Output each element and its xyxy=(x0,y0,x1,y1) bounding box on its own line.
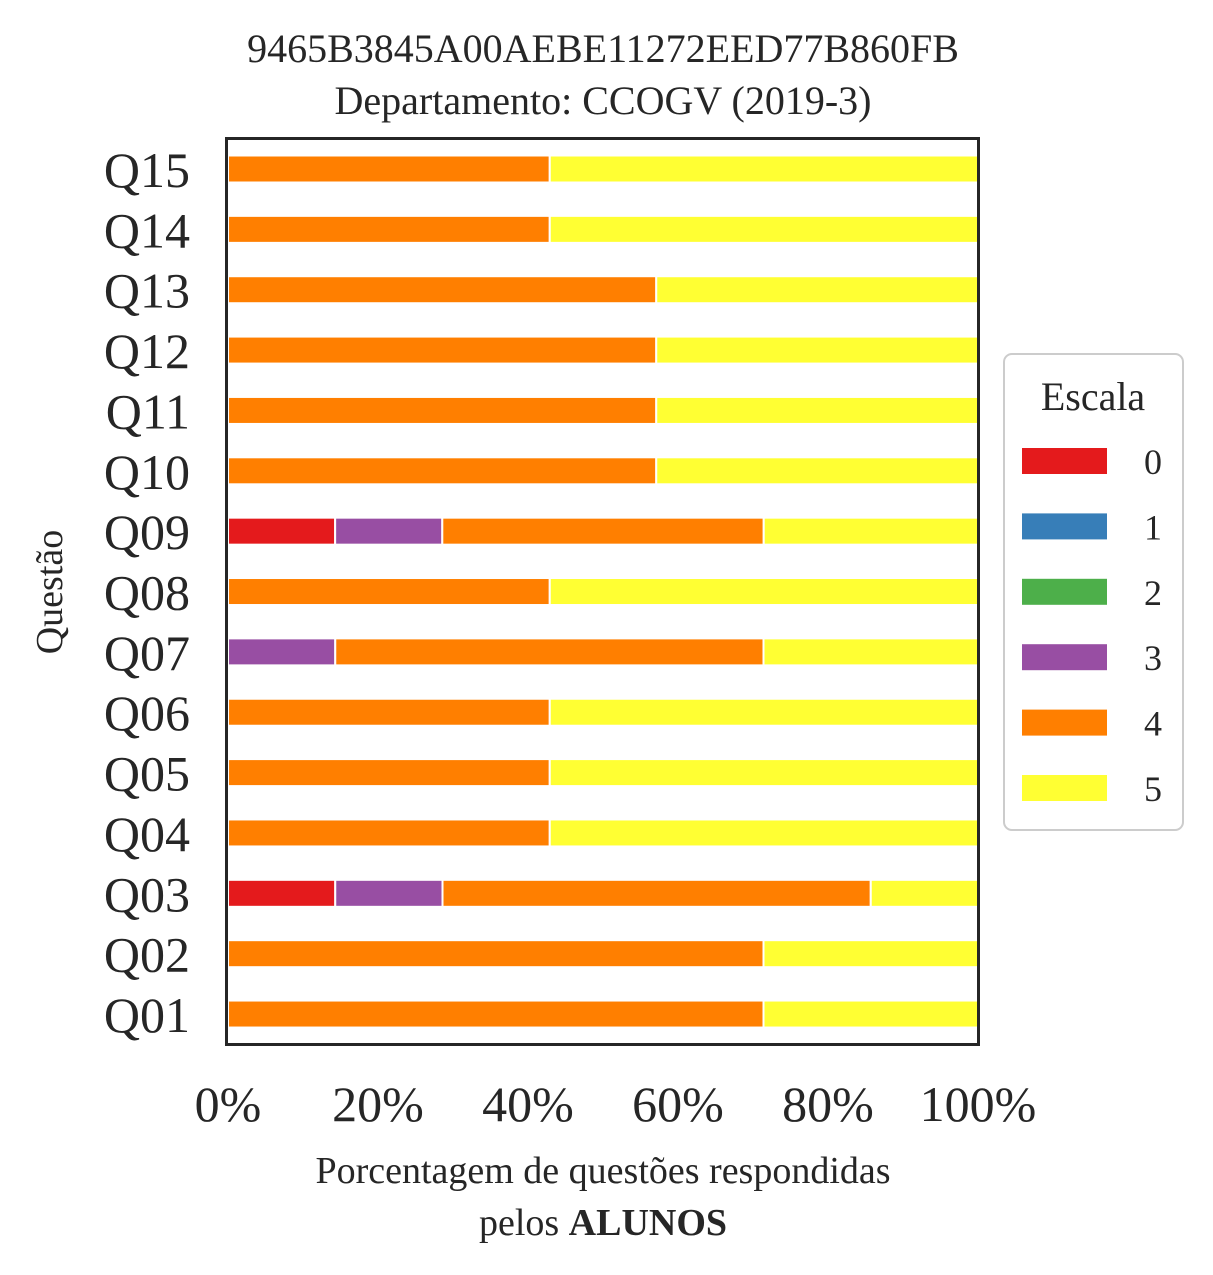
bar-Q11-escala-5 xyxy=(655,395,979,425)
y-tick-Q08: Q08 xyxy=(104,565,190,621)
legend-swatch-2 xyxy=(1022,578,1107,605)
bar-Q07-escala-5 xyxy=(762,637,979,667)
x-axis-label-bold: ALUNOS xyxy=(569,1202,727,1244)
y-tick-Q06: Q06 xyxy=(104,685,190,741)
x-tick-labels: 0% 20% 40% 60% 80% 100% xyxy=(195,1076,1037,1132)
x-axis-label-prefix: pelos xyxy=(479,1202,559,1244)
y-tick-Q09: Q09 xyxy=(104,504,190,560)
bar-Q01-escala-4 xyxy=(227,999,765,1029)
y-tick-Q04: Q04 xyxy=(104,806,190,862)
legend-label-1: 1 xyxy=(1144,507,1162,547)
y-tick-Q12: Q12 xyxy=(104,323,190,379)
bar-Q09-escala-0 xyxy=(227,516,337,546)
bar-Q06-escala-5 xyxy=(548,697,979,727)
bar-Q13-escala-4 xyxy=(227,275,658,305)
legend-swatch-4 xyxy=(1022,709,1107,736)
bar-Q04-escala-5 xyxy=(548,818,979,848)
bar-Q09-escala-3 xyxy=(334,516,444,546)
x-tick-80: 80% xyxy=(782,1076,874,1132)
x-tick-60: 60% xyxy=(632,1076,724,1132)
bar-Q11-escala-4 xyxy=(227,395,658,425)
bar-Q03-escala-3 xyxy=(334,878,444,908)
bar-Q15-escala-5 xyxy=(548,154,979,184)
legend-swatch-3 xyxy=(1022,644,1107,671)
bar-Q08-escala-4 xyxy=(227,577,551,607)
y-tick-Q05: Q05 xyxy=(104,746,190,802)
bar-Q08-escala-5 xyxy=(548,577,979,607)
legend-swatch-0 xyxy=(1022,448,1107,474)
y-tick-Q02: Q02 xyxy=(104,927,190,983)
x-axis-label-line1: Porcentagem de questões respondidas xyxy=(315,1150,890,1192)
plot-area xyxy=(227,154,980,1029)
bar-Q14-escala-4 xyxy=(227,214,551,244)
bar-Q04-escala-4 xyxy=(227,818,551,848)
legend: Escala 0 1 2 3 4 5 xyxy=(1003,353,1184,831)
legend-label-2: 2 xyxy=(1144,573,1162,613)
bar-Q05-escala-4 xyxy=(227,758,551,788)
bar-Q03-escala-0 xyxy=(227,878,337,908)
legend-swatch-1 xyxy=(1022,513,1107,540)
y-tick-Q15: Q15 xyxy=(104,142,190,198)
legend-title: Escala xyxy=(1041,374,1146,419)
y-tick-Q10: Q10 xyxy=(104,444,190,500)
chart-title: 9465B3845A00AEBE11272EED77B860FB xyxy=(247,26,959,71)
plot-frame xyxy=(225,137,980,1046)
bar-Q03-escala-4 xyxy=(441,878,872,908)
bar-Q13-escala-5 xyxy=(655,275,979,305)
bar-Q03-escala-5 xyxy=(869,878,979,908)
y-tick-Q13: Q13 xyxy=(104,263,190,319)
x-axis-label-line2: pelos ALUNOS xyxy=(479,1202,727,1244)
bar-Q06-escala-4 xyxy=(227,697,551,727)
y-tick-Q14: Q14 xyxy=(104,202,190,258)
y-tick-Q01: Q01 xyxy=(104,987,190,1043)
bar-Q05-escala-5 xyxy=(548,758,979,788)
bar-Q12-escala-4 xyxy=(227,335,658,365)
y-tick-Q03: Q03 xyxy=(104,866,190,922)
chart-subtitle: Departamento: CCOGV (2019-3) xyxy=(335,78,872,123)
bar-Q07-escala-3 xyxy=(227,637,337,667)
y-axis-label: Questão xyxy=(29,530,71,655)
bar-Q09-escala-4 xyxy=(441,516,765,546)
bar-Q02-escala-4 xyxy=(227,939,765,969)
bar-Q07-escala-4 xyxy=(334,637,765,667)
legend-label-4: 4 xyxy=(1144,704,1162,744)
y-tick-Q11: Q11 xyxy=(106,383,190,439)
bar-Q01-escala-5 xyxy=(762,999,979,1029)
x-tick-20: 20% xyxy=(332,1076,424,1132)
legend-label-3: 3 xyxy=(1144,638,1162,678)
legend-label-5: 5 xyxy=(1144,769,1162,809)
bar-Q14-escala-5 xyxy=(548,214,979,244)
legend-swatch-5 xyxy=(1022,775,1107,801)
bar-Q10-escala-4 xyxy=(227,456,658,486)
x-tick-40: 40% xyxy=(482,1076,574,1132)
legend-label-0: 0 xyxy=(1144,442,1162,482)
x-tick-100: 100% xyxy=(920,1076,1037,1132)
y-tick-labels: Q01Q02Q03Q04Q05Q06Q07Q08Q09Q10Q11Q12Q13Q… xyxy=(104,142,190,1043)
bar-Q10-escala-5 xyxy=(655,456,979,486)
y-tick-Q07: Q07 xyxy=(104,625,190,681)
bar-Q12-escala-5 xyxy=(655,335,979,365)
x-tick-0: 0% xyxy=(195,1076,262,1132)
bar-Q15-escala-4 xyxy=(227,154,551,184)
bar-Q02-escala-5 xyxy=(762,939,979,969)
bar-Q09-escala-5 xyxy=(762,516,980,546)
